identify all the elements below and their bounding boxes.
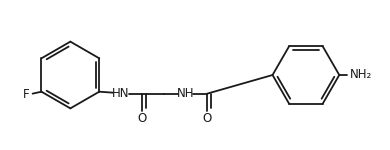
Text: NH₂: NH₂ (350, 69, 372, 81)
Text: O: O (202, 112, 212, 125)
Text: O: O (138, 112, 147, 125)
Text: F: F (23, 88, 29, 101)
Text: NH: NH (177, 87, 194, 100)
Text: HN: HN (112, 87, 129, 100)
